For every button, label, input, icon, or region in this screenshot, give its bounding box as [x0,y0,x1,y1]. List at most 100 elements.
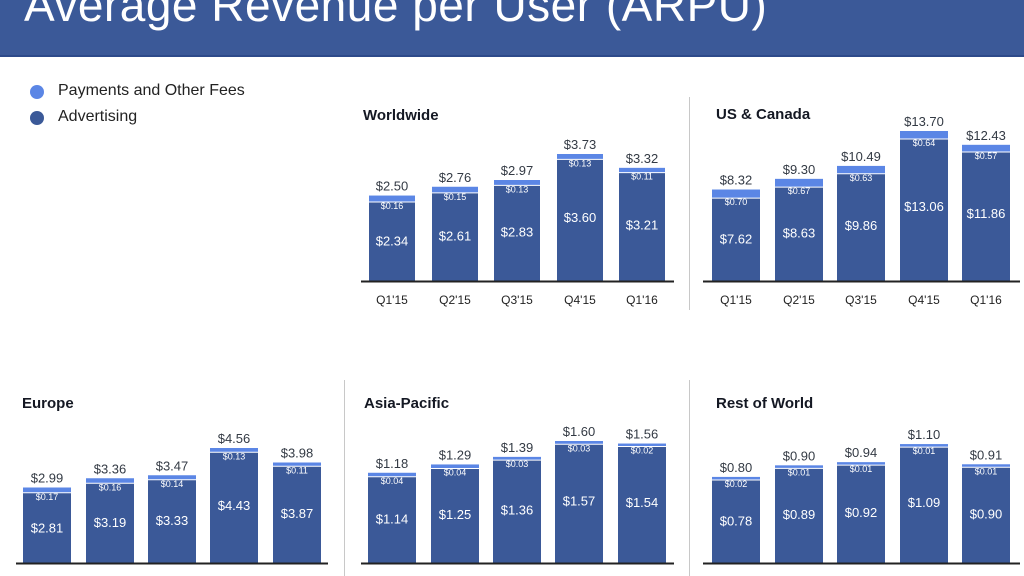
advertising-label: $13.06 [904,199,944,214]
advertising-label: $9.86 [845,218,878,233]
bar-advertising [712,198,760,281]
fees-label: $0.01 [975,466,998,476]
bar-fees [900,444,948,448]
advertising-label: $3.19 [94,515,127,530]
total-label: $3.47 [156,458,189,473]
total-label: $3.36 [94,461,127,476]
chart-title-asia-pacific: Asia-Pacific [364,395,449,412]
advertising-label: $3.87 [281,506,314,521]
bar-fees [619,167,665,173]
bar-advertising [775,187,823,281]
x-tick-label: Q1'15 [376,293,408,307]
title-banner: Average Revenue per User (ARPU) [0,0,1024,57]
bar-advertising [273,466,321,563]
total-label: $3.73 [564,137,597,152]
x-tick-label: Q3'15 [845,293,877,307]
legend-swatch-advertising [30,111,44,125]
bar-advertising [837,465,885,563]
total-label: $12.43 [966,128,1006,143]
fees-label: $0.03 [568,443,591,453]
total-label: $1.60 [563,424,596,439]
bar-fees [775,178,823,188]
bar-fees [369,195,415,202]
total-label: $8.32 [720,173,753,188]
bar-advertising [712,480,760,563]
bar-advertising [493,460,541,563]
bar-fees [493,456,541,461]
advertising-label: $1.14 [376,512,409,527]
chart-title-rest-of-world: Rest of World [716,395,813,412]
bar-fees [86,478,134,484]
bar-advertising [148,479,196,563]
x-tick-label: Q1'16 [970,293,1002,307]
advertising-label: $2.81 [31,520,64,535]
total-label: $3.32 [626,151,659,166]
bar-fees [712,189,760,199]
advertising-label: $2.34 [376,234,409,249]
bar-advertising [962,467,1010,563]
bar-advertising [900,138,948,281]
total-label: $1.10 [908,427,941,442]
legend-swatch-fees [30,85,44,99]
advertising-label: $2.83 [501,224,534,239]
total-label: $1.18 [376,456,409,471]
total-label: $2.76 [439,170,472,185]
fees-label: $0.11 [286,465,308,475]
advertising-label: $1.25 [439,507,472,522]
divider-bottom-right [689,380,690,576]
bar-fees [494,180,540,186]
advertising-label: $11.86 [967,206,1006,221]
x-tick-label: Q2'15 [783,293,815,307]
fees-label: $0.01 [913,446,936,456]
fees-label: $0.64 [913,138,936,148]
bar-advertising [210,452,258,563]
advertising-label: $3.21 [626,217,659,232]
bar-advertising [368,476,416,563]
advertising-label: $0.90 [970,506,1003,521]
advertising-label: $1.09 [908,495,941,510]
total-label: $1.29 [439,447,472,462]
bar-fees [712,476,760,481]
bar-fees [900,131,948,139]
fees-label: $0.11 [631,172,653,182]
bar-fees [210,448,258,453]
fees-label: $0.67 [788,186,811,196]
fees-label: $0.57 [975,151,998,161]
fees-label: $0.02 [725,479,748,489]
total-label: $3.98 [281,446,314,461]
bar-advertising [619,172,665,281]
total-label: $0.94 [845,445,878,460]
x-tick-label: Q1'15 [720,293,752,307]
fees-label: $0.63 [850,173,873,183]
total-label: $1.56 [626,427,659,442]
fees-label: $0.13 [223,451,246,461]
advertising-label: $0.78 [720,513,753,528]
total-label: $2.50 [376,179,409,194]
bar-advertising [555,444,603,563]
total-label: $4.56 [218,431,251,446]
x-tick-label: Q4'15 [564,293,596,307]
bar-fees [555,441,603,445]
bar-fees [837,462,885,466]
bar-advertising [23,492,71,563]
total-label: $9.30 [783,162,816,177]
fees-label: $0.04 [444,467,467,477]
bar-fees [618,443,666,447]
bar-advertising [557,159,603,281]
page-title: Average Revenue per User (ARPU) [24,0,768,31]
bar-advertising [432,192,478,281]
total-label: $1.39 [501,440,534,455]
total-label: $0.80 [720,460,753,475]
bar-advertising [837,173,885,281]
advertising-label: $8.63 [783,225,816,240]
total-label: $13.70 [904,114,944,129]
advertising-label: $1.57 [563,494,596,509]
advertising-label: $0.92 [845,505,878,520]
bar-fees [837,165,885,174]
total-label: $0.90 [783,448,816,463]
fees-label: $0.01 [850,464,873,474]
bar-fees [431,464,479,469]
fees-label: $0.02 [631,446,654,456]
bar-advertising [494,185,540,281]
